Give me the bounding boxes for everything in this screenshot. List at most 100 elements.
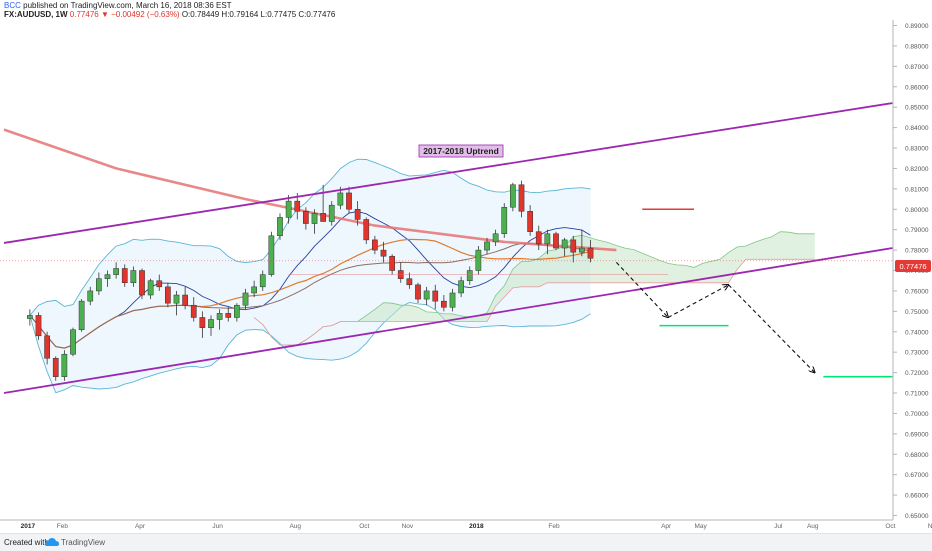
candle-body[interactable] — [242, 292, 249, 306]
candle-body[interactable] — [156, 280, 163, 288]
candle-body[interactable] — [320, 213, 326, 222]
forecast-arrow[interactable] — [667, 285, 728, 318]
candle-body[interactable] — [458, 280, 464, 294]
y-tick-label: 0.86000 — [905, 84, 929, 91]
cloud-span-b — [253, 258, 815, 346]
chart-header: BCC published on TradingView.com, March … — [0, 0, 932, 20]
candle-body[interactable] — [139, 270, 145, 296]
candle-body[interactable] — [372, 239, 378, 251]
x-tick-label: Feb — [57, 523, 69, 530]
candle-body[interactable] — [432, 290, 439, 302]
candle-body[interactable] — [78, 300, 85, 330]
candle-body[interactable] — [130, 270, 137, 284]
x-tick-label: Aug — [807, 523, 819, 530]
candle-body[interactable] — [484, 241, 490, 251]
candle-body[interactable] — [173, 294, 180, 304]
price-chart[interactable]: 0.65000 0.66000 0.67000 0.68000 0.69000 0.700… — [0, 0, 932, 533]
candle-body[interactable] — [208, 319, 214, 328]
y-tick-label: 0.69000 — [905, 431, 929, 438]
candle-body[interactable] — [87, 290, 94, 302]
candle-body[interactable] — [285, 200, 292, 218]
candle-body[interactable] — [225, 313, 232, 318]
candle-body[interactable] — [234, 304, 240, 318]
author-link[interactable]: BCC — [4, 1, 21, 10]
x-tick-label: Nov — [402, 523, 414, 530]
candle-body[interactable] — [423, 290, 430, 300]
created-with-text: Created with — [4, 538, 49, 547]
candle-body[interactable] — [268, 235, 275, 275]
candle-body[interactable] — [44, 335, 50, 359]
bollinger-lower-line — [29, 302, 591, 394]
y-tick-label: 0.73000 — [905, 350, 929, 357]
x-tick-label: 2017 — [21, 523, 36, 530]
x-tick-label: Oct — [359, 523, 369, 530]
channel-lower-line[interactable] — [3, 247, 893, 394]
candle-body[interactable] — [277, 217, 283, 237]
candle-body[interactable] — [311, 213, 318, 224]
candle-body[interactable] — [441, 300, 447, 308]
annotation-label: 2017-2018 Uptrend — [423, 146, 499, 156]
candle-body[interactable] — [579, 247, 585, 253]
annotation-box[interactable] — [418, 144, 504, 158]
candle-body[interactable] — [527, 211, 533, 232]
x-axis[interactable]: 2017 Feb Apr Jun Aug Oct Nov 2018 Feb Apr May Jul Au… — [21, 523, 932, 530]
candle-body[interactable] — [165, 286, 171, 304]
candle-body[interactable] — [182, 294, 188, 306]
candle-body[interactable] — [389, 255, 395, 271]
candle-body[interactable] — [466, 270, 473, 281]
x-tick-label: Apr — [661, 523, 672, 530]
candle-body[interactable] — [328, 204, 335, 222]
candle-body[interactable] — [35, 315, 42, 337]
candles[interactable] — [27, 180, 594, 381]
candle-body[interactable] — [113, 268, 119, 275]
candle-body[interactable] — [449, 292, 456, 308]
candle-body[interactable] — [354, 209, 361, 220]
candle-body[interactable] — [380, 249, 387, 257]
candle-body[interactable] — [518, 184, 525, 212]
y-tick-label: 0.68000 — [905, 452, 929, 459]
candle-body[interactable] — [501, 206, 508, 235]
candle-body[interactable] — [104, 274, 111, 279]
tradingview-logo-icon[interactable] — [45, 537, 59, 547]
candle-body[interactable] — [415, 284, 421, 300]
x-tick-label: Apr — [135, 523, 146, 530]
candle-body[interactable] — [52, 358, 59, 377]
footer-bar: Created with TradingView — [0, 533, 932, 551]
candle-body[interactable] — [61, 353, 68, 377]
x-tick-label: May — [694, 523, 707, 530]
forecast-arrow[interactable] — [615, 261, 668, 317]
candle-body[interactable] — [147, 280, 154, 296]
drawings[interactable] — [0, 102, 893, 394]
channel-upper-line[interactable] — [3, 102, 893, 244]
candle-body[interactable] — [216, 313, 223, 320]
candle-body[interactable] — [337, 192, 344, 206]
y-tick-label: 0.87000 — [905, 64, 929, 71]
candle-body[interactable] — [27, 315, 33, 319]
candle-body[interactable] — [121, 268, 128, 284]
candle-body[interactable] — [475, 249, 482, 271]
candle-body[interactable] — [510, 184, 516, 208]
candle-body[interactable] — [294, 200, 301, 212]
tradingview-link[interactable]: TradingView — [61, 538, 106, 547]
candle-body[interactable] — [251, 286, 257, 294]
candle-body[interactable] — [96, 278, 102, 292]
candle-body[interactable] — [199, 317, 206, 328]
candle-body[interactable] — [303, 211, 309, 224]
candle-body[interactable] — [190, 304, 197, 318]
candle-body[interactable] — [406, 278, 413, 286]
symbol-info: FX:AUDUSD, 1W 0.77476 ▼ −0.00492 (−0.63%… — [4, 10, 335, 19]
candle-body[interactable] — [587, 247, 594, 259]
candle-body[interactable] — [544, 233, 551, 245]
price-label-bg — [895, 260, 931, 272]
candle-body[interactable] — [363, 219, 370, 241]
cloud-fill — [254, 231, 815, 345]
candle-body[interactable] — [492, 233, 499, 243]
y-tick-label: 0.80000 — [905, 207, 929, 214]
candle-body[interactable] — [570, 239, 577, 253]
candle-body[interactable] — [346, 192, 352, 210]
candle-body[interactable] — [70, 329, 76, 355]
candle-body[interactable] — [535, 231, 542, 245]
candle-body[interactable] — [561, 239, 568, 249]
candle-body[interactable] — [553, 233, 559, 249]
candle-body[interactable] — [259, 274, 266, 288]
